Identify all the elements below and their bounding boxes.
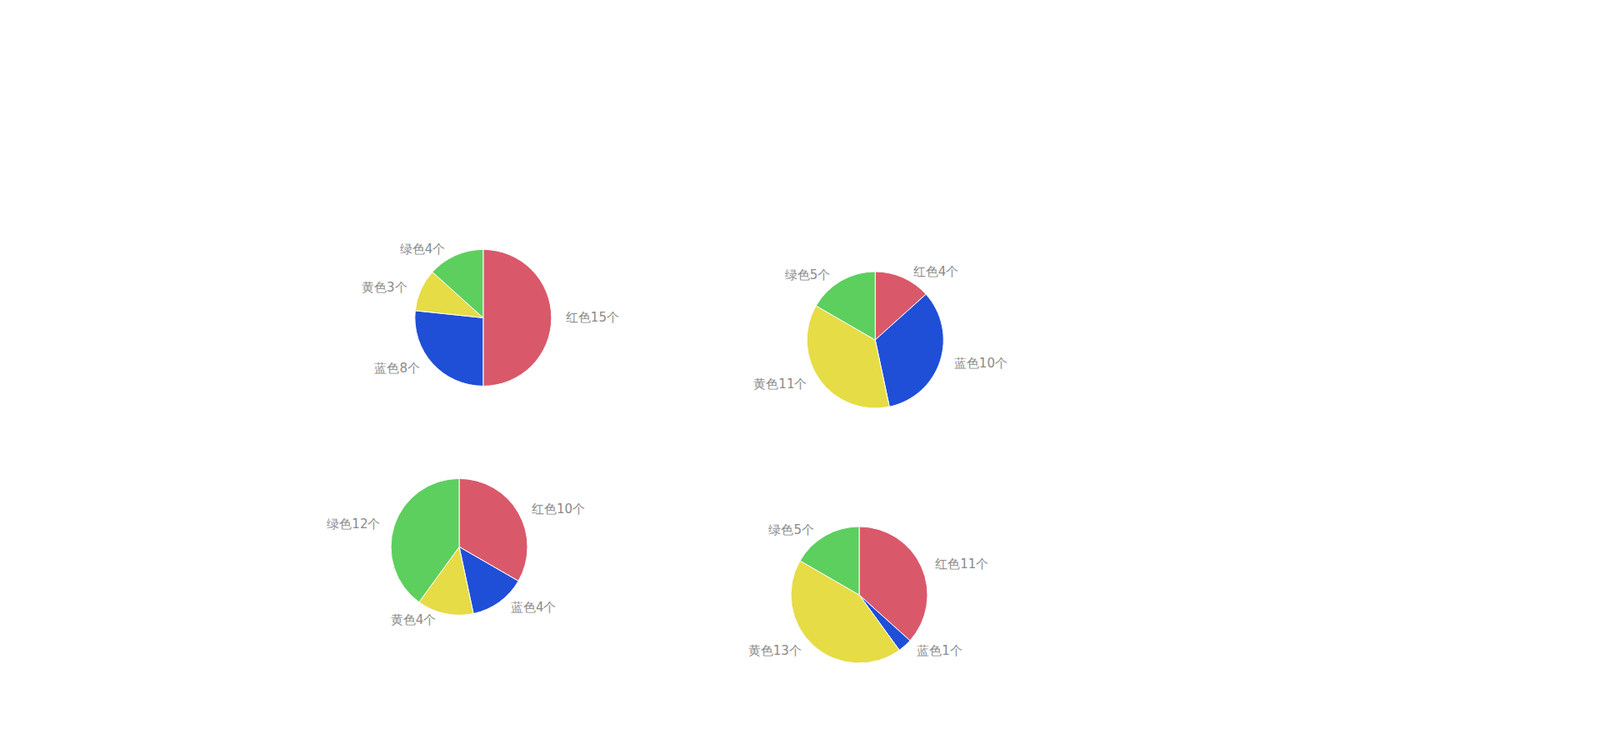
svg-text:绿色5个: 绿色5个: [768, 522, 815, 538]
svg-text:黄色11个: 黄色11个: [753, 376, 807, 392]
svg-text:红色10个: 红色10个: [531, 501, 585, 517]
svg-text:黄色4个: 黄色4个: [390, 612, 437, 628]
svg-text:红色4个: 红色4个: [913, 264, 960, 280]
svg-text:蓝色1个: 蓝色1个: [916, 643, 963, 659]
svg-text:蓝色4个: 蓝色4个: [510, 600, 557, 615]
svg-text:绿色12个: 绿色12个: [326, 516, 380, 532]
svg-text:蓝色8个: 蓝色8个: [374, 360, 420, 376]
svg-text:黄色3个: 黄色3个: [361, 280, 408, 295]
svg-text:绿色4个: 绿色4个: [400, 241, 446, 257]
svg-text:绿色5个: 绿色5个: [785, 267, 831, 283]
svg-text:黄色13个: 黄色13个: [748, 643, 802, 659]
svg-text:蓝色10个: 蓝色10个: [954, 355, 1008, 371]
svg-text:红色15个: 红色15个: [565, 310, 620, 325]
svg-text:红色11个: 红色11个: [935, 556, 989, 572]
